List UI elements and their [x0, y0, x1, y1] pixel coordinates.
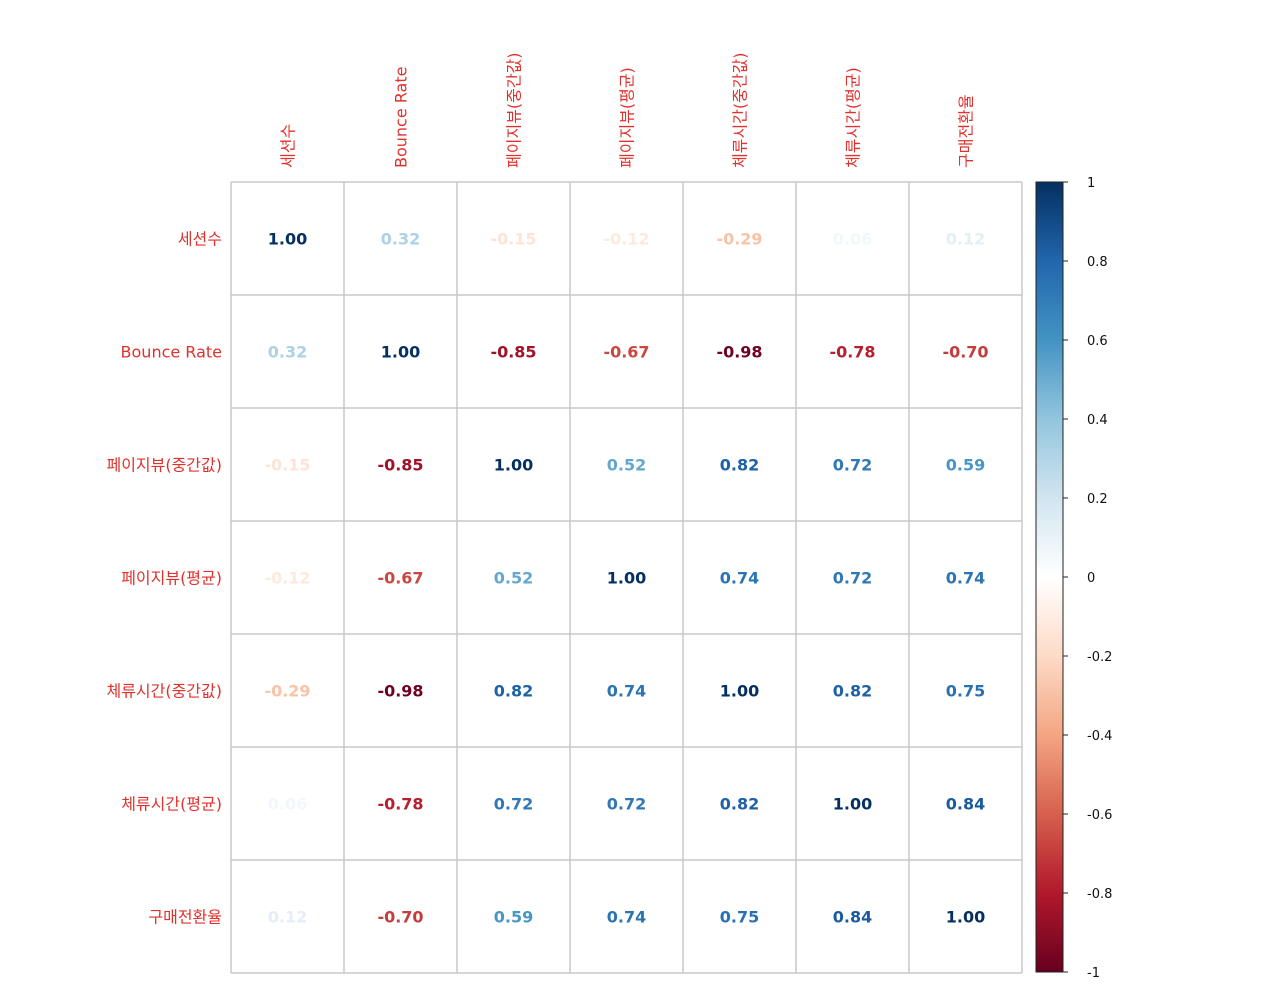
row-label: 구매전환율	[148, 908, 222, 927]
row-label: 체류시간(평균)	[121, 795, 222, 814]
matrix-cells	[231, 182, 1022, 973]
colorbar-tick-label: -0.2	[1087, 650, 1112, 665]
column-label: 구매전환율	[957, 94, 976, 168]
column-label: 페이지뷰(중간값)	[505, 52, 524, 168]
cell-value: 0.12	[268, 908, 307, 927]
cell-value: 0.82	[494, 682, 533, 701]
row-label: 페이지뷰(중간값)	[106, 456, 222, 475]
cell-value: -0.85	[490, 343, 536, 362]
colorbar-gradient	[1035, 181, 1064, 973]
cell-value: -0.15	[490, 230, 536, 249]
cell-value: 0.84	[946, 795, 985, 814]
cell-value: 0.59	[946, 456, 985, 475]
cell-value: 0.32	[381, 230, 420, 249]
cell-value: 0.82	[720, 795, 759, 814]
column-labels: 세션수 Bounce Rate 페이지뷰(중간값) 페이지뷰(평균) 체류시간(중간값)…	[279, 52, 976, 168]
cell-value: 1.00	[833, 795, 872, 814]
cell-value: 0.06	[833, 230, 872, 249]
cell-value: 0.75	[720, 908, 759, 927]
row-label: 체류시간(중간값)	[106, 682, 222, 701]
grid-lines	[230, 181, 1023, 974]
colorbar-tick-label: -1	[1087, 966, 1100, 981]
cell-value: -0.78	[377, 795, 423, 814]
colorbar-tick-label: 1	[1087, 176, 1095, 191]
row-label: 세션수	[178, 230, 222, 249]
cell-value: 1.00	[720, 682, 759, 701]
column-label: 체류시간(평균)	[844, 67, 863, 168]
cell-value: 0.72	[833, 456, 872, 475]
cell-value: 0.06	[268, 795, 307, 814]
colorbar-tick-label: -0.4	[1087, 729, 1112, 744]
cell-value: -0.12	[603, 230, 649, 249]
column-label: 페이지뷰(평균)	[618, 67, 637, 168]
cell-value: -0.12	[264, 569, 310, 588]
cell-value: 0.32	[268, 343, 307, 362]
column-label: 세션수	[279, 124, 298, 168]
colorbar-tick-label: -0.6	[1087, 808, 1112, 823]
cell-value: 0.82	[833, 682, 872, 701]
cell-value: 0.72	[833, 569, 872, 588]
cell-value: 0.52	[494, 569, 533, 588]
cell-value: 1.00	[607, 569, 646, 588]
cell-value: -0.98	[377, 682, 423, 701]
cell-value: 0.74	[946, 569, 985, 588]
cell-value: -0.70	[942, 343, 988, 362]
cell-value: 1.00	[946, 908, 985, 927]
colorbar-tick-label: 0.4	[1087, 413, 1108, 428]
cell-value: -0.70	[377, 908, 423, 927]
cell-value: -0.29	[264, 682, 310, 701]
cell-value: 0.12	[946, 230, 985, 249]
cell-value: 0.74	[720, 569, 759, 588]
cell-value: 1.00	[381, 343, 420, 362]
row-labels: 세션수 Bounce Rate 페이지뷰(중간값) 페이지뷰(평균) 체류시간(중간값)…	[106, 230, 222, 927]
cell-value: -0.67	[603, 343, 649, 362]
cell-value: 0.72	[494, 795, 533, 814]
colorbar-tick-label: 0.6	[1087, 334, 1108, 349]
cell-value: 0.59	[494, 908, 533, 927]
colorbar: 1 0.8 0.6 0.4 0.2 0 -0.2 -0.4 -0.6 -0.8 -1	[1035, 176, 1112, 981]
cell-value: -0.98	[716, 343, 762, 362]
cell-value: 0.74	[607, 908, 646, 927]
cell-value: 0.72	[607, 795, 646, 814]
row-label: 페이지뷰(평균)	[121, 569, 222, 588]
colorbar-tick-label: -0.8	[1087, 887, 1112, 902]
row-label: Bounce Rate	[121, 343, 222, 362]
cell-value: 0.74	[607, 682, 646, 701]
cell-value: 1.00	[268, 230, 307, 249]
column-label: 체류시간(중간값)	[731, 52, 750, 168]
cell-value: 0.52	[607, 456, 646, 475]
colorbar-tick-label: 0.2	[1087, 492, 1108, 507]
colorbar-tick-label: 0.8	[1087, 255, 1108, 270]
matrix-background	[231, 182, 1022, 973]
cell-value: -0.85	[377, 456, 423, 475]
colorbar-tick-label: 0	[1087, 571, 1095, 586]
cell-value: 0.75	[946, 682, 985, 701]
cell-value: -0.15	[264, 456, 310, 475]
cell-value: 0.84	[833, 908, 872, 927]
cell-values: 1.00 0.32 -0.15 -0.12 -0.29 0.06 0.12 0.32 1.00 -…	[264, 230, 988, 927]
cell-value: 0.82	[720, 456, 759, 475]
cell-value: -0.67	[377, 569, 423, 588]
cell-value: 1.00	[494, 456, 533, 475]
cell-value: -0.29	[716, 230, 762, 249]
cell-value: -0.78	[829, 343, 875, 362]
column-label: Bounce Rate	[392, 67, 411, 168]
